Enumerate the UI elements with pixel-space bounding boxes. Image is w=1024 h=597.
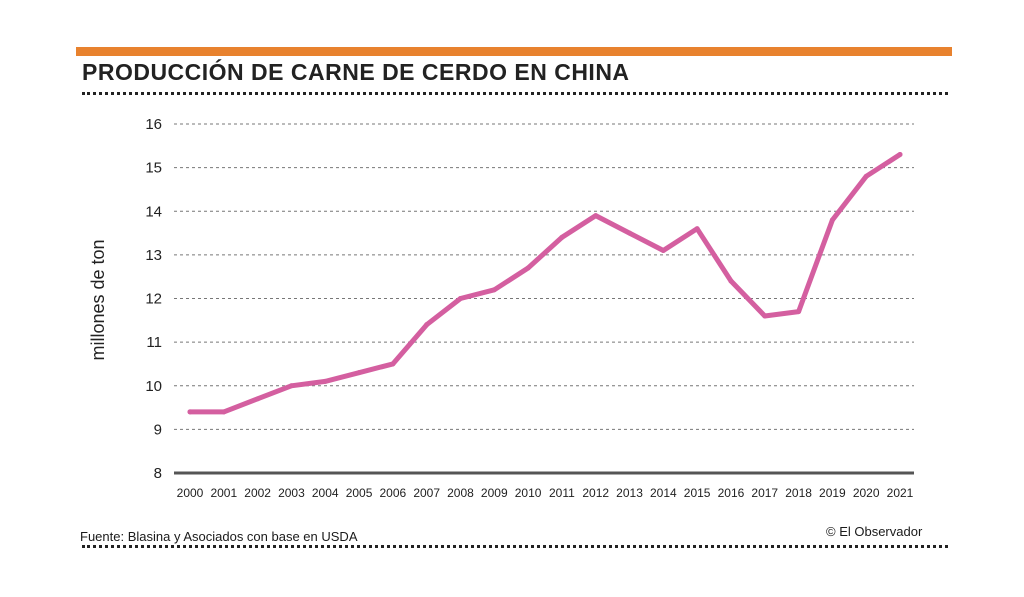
x-tick-label: 2008 — [447, 486, 474, 500]
data-point — [762, 313, 768, 319]
y-tick-label: 12 — [145, 291, 162, 308]
data-point — [829, 217, 835, 223]
data-point — [288, 383, 294, 389]
y-tick-label: 10 — [145, 378, 162, 395]
data-point — [559, 234, 565, 240]
x-tick-label: 2012 — [582, 486, 609, 500]
y-tick-label: 11 — [146, 334, 162, 351]
x-tick-label: 2005 — [346, 486, 373, 500]
x-tick-label: 2000 — [177, 486, 204, 500]
data-point — [255, 396, 261, 402]
x-tick-label: 2019 — [819, 486, 846, 500]
data-point — [694, 226, 700, 232]
data-point — [390, 361, 396, 367]
data-point — [728, 278, 734, 284]
x-tick-label: 2002 — [244, 486, 271, 500]
series-line — [187, 152, 903, 415]
accent-top-bar — [76, 47, 952, 56]
data-point — [221, 409, 227, 415]
y-axis-ticks: 8 9 10 11 12 13 14 15 16 — [145, 116, 162, 482]
grid-lines — [174, 123, 914, 430]
data-point — [796, 309, 802, 315]
credit-note: © El Observador — [826, 524, 923, 539]
data-point — [356, 370, 362, 376]
y-tick-label: 9 — [154, 421, 162, 438]
x-tick-label: 2017 — [751, 486, 778, 500]
y-tick-label: 14 — [145, 203, 162, 220]
y-axis-label: millones de ton — [88, 239, 108, 360]
data-point — [660, 248, 666, 254]
x-axis-ticks: 2000 2001 2002 2003 2004 2005 2006 2007 2008 2009… — [177, 486, 914, 500]
y-tick-label: 16 — [145, 116, 162, 133]
x-tick-label: 2021 — [887, 486, 914, 500]
chart-title: PRODUCCIÓN DE CARNE DE CERDO EN CHINA — [82, 59, 630, 85]
y-tick-label: 8 — [154, 465, 162, 482]
x-tick-label: 2011 — [549, 486, 575, 500]
data-point — [627, 230, 633, 236]
x-tick-label: 2009 — [481, 486, 508, 500]
title-divider — [82, 92, 948, 95]
data-point — [322, 378, 328, 384]
source-note: Fuente: Blasina y Asociados con base en … — [80, 529, 358, 544]
x-tick-label: 2014 — [650, 486, 677, 500]
data-point — [593, 213, 599, 219]
x-tick-label: 2001 — [210, 486, 237, 500]
x-tick-label: 2020 — [853, 486, 880, 500]
x-tick-label: 2004 — [312, 486, 339, 500]
data-point — [863, 173, 869, 179]
x-tick-label: 2006 — [380, 486, 407, 500]
x-tick-label: 2010 — [515, 486, 542, 500]
x-tick-label: 2015 — [684, 486, 711, 500]
data-point — [457, 296, 463, 301]
y-tick-label: 13 — [145, 247, 162, 264]
y-tick-label: 15 — [145, 160, 162, 177]
data-point — [525, 265, 531, 271]
data-point — [897, 152, 903, 158]
data-point — [491, 287, 497, 293]
data-point — [187, 409, 193, 415]
x-tick-label: 2007 — [413, 486, 440, 500]
series-production — [187, 152, 903, 415]
data-point — [424, 322, 430, 328]
x-tick-label: 2016 — [718, 486, 745, 500]
footer-divider — [82, 545, 948, 548]
x-tick-label: 2003 — [278, 486, 305, 500]
x-tick-label: 2018 — [785, 486, 812, 500]
x-tick-label: 2013 — [616, 486, 643, 500]
